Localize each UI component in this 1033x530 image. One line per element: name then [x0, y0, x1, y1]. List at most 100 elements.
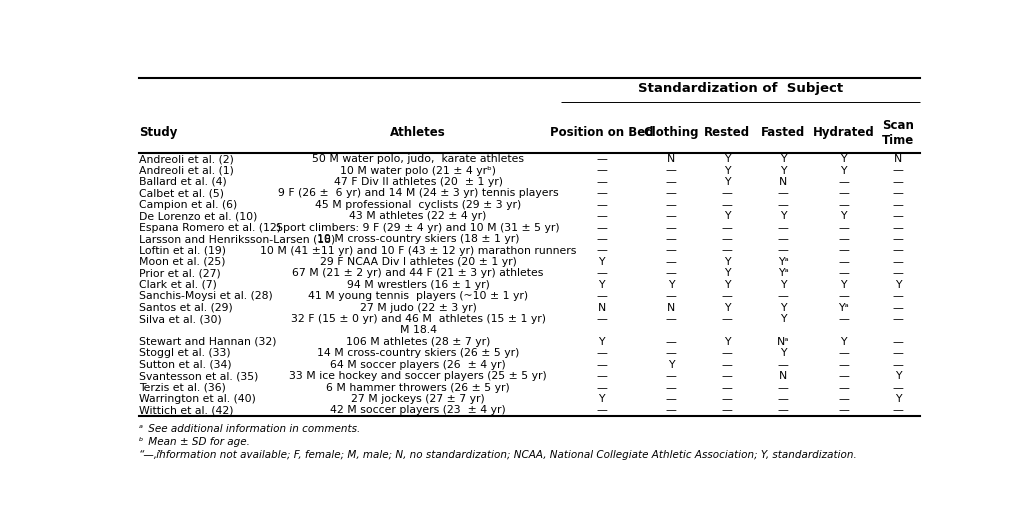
Text: Y: Y — [598, 337, 605, 347]
Text: —: — — [722, 200, 732, 210]
Text: Y: Y — [598, 280, 605, 290]
Text: Y: Y — [724, 177, 730, 187]
Text: —: — — [596, 211, 607, 221]
Text: —: — — [838, 291, 849, 301]
Text: —: — — [838, 177, 849, 187]
Text: Y: Y — [840, 165, 847, 175]
Text: N: N — [779, 177, 787, 187]
Text: —: — — [893, 314, 903, 324]
Text: De Lorenzo et al. (10): De Lorenzo et al. (10) — [138, 211, 257, 221]
Text: Y: Y — [780, 280, 786, 290]
Text: 67 M (21 ± 2 yr) and 44 F (21 ± 3 yr) athletes: 67 M (21 ± 2 yr) and 44 F (21 ± 3 yr) at… — [292, 268, 543, 278]
Text: Andreoli et al. (2): Andreoli et al. (2) — [138, 154, 233, 164]
Text: Y: Y — [780, 303, 786, 313]
Text: Nᵃ: Nᵃ — [777, 337, 789, 347]
Text: Rested: Rested — [705, 127, 750, 139]
Text: 10 M water polo (21 ± 4 yrᵇ): 10 M water polo (21 ± 4 yrᵇ) — [340, 165, 496, 175]
Text: —: — — [838, 188, 849, 198]
Text: —: — — [893, 303, 903, 313]
Text: Y: Y — [895, 280, 901, 290]
Text: Y: Y — [780, 348, 786, 358]
Text: 6 M hammer throwers (26 ± 5 yr): 6 M hammer throwers (26 ± 5 yr) — [326, 383, 510, 393]
Text: —: — — [838, 405, 849, 416]
Text: Y: Y — [667, 280, 675, 290]
Text: 29 F NCAA Div I athletes (20 ± 1 yr): 29 F NCAA Div I athletes (20 ± 1 yr) — [319, 257, 516, 267]
Text: —: — — [665, 383, 677, 393]
Text: —: — — [838, 257, 849, 267]
Text: —: — — [722, 234, 732, 244]
Text: —: — — [778, 405, 789, 416]
Text: —: — — [596, 268, 607, 278]
Text: Y: Y — [724, 211, 730, 221]
Text: Yᵃ: Yᵃ — [778, 268, 789, 278]
Text: Moon et al. (25): Moon et al. (25) — [138, 257, 225, 267]
Text: —: — — [596, 234, 607, 244]
Text: 33 M ice hockey and soccer players (25 ± 5 yr): 33 M ice hockey and soccer players (25 ±… — [289, 371, 546, 381]
Text: Y: Y — [724, 257, 730, 267]
Text: Y: Y — [840, 280, 847, 290]
Text: —: — — [893, 211, 903, 221]
Text: N: N — [666, 303, 675, 313]
Text: 9 F (26 ±  6 yr) and 14 M (24 ± 3 yr) tennis players: 9 F (26 ± 6 yr) and 14 M (24 ± 3 yr) ten… — [278, 188, 559, 198]
Text: Yᵃ: Yᵃ — [778, 257, 789, 267]
Text: 43 M athletes (22 ± 4 yr): 43 M athletes (22 ± 4 yr) — [349, 211, 487, 221]
Text: —: — — [838, 314, 849, 324]
Text: —: — — [778, 234, 789, 244]
Text: —: — — [665, 405, 677, 416]
Text: —: — — [893, 291, 903, 301]
Text: —: — — [722, 314, 732, 324]
Text: Y: Y — [598, 257, 605, 267]
Text: Sport climbers: 9 F (29 ± 4 yr) and 10 M (31 ± 5 yr): Sport climbers: 9 F (29 ± 4 yr) and 10 M… — [276, 223, 560, 233]
Text: 27 M jockeys (27 ± 7 yr): 27 M jockeys (27 ± 7 yr) — [351, 394, 484, 404]
Text: N: N — [779, 371, 787, 381]
Text: Y: Y — [780, 211, 786, 221]
Text: —: — — [596, 314, 607, 324]
Text: Sanchis-Moysi et al. (28): Sanchis-Moysi et al. (28) — [138, 291, 273, 301]
Text: —: — — [665, 165, 677, 175]
Text: Y: Y — [840, 337, 847, 347]
Text: Sutton et al. (34): Sutton et al. (34) — [138, 360, 231, 370]
Text: 27 M judo (22 ± 3 yr): 27 M judo (22 ± 3 yr) — [359, 303, 476, 313]
Text: —: — — [665, 337, 677, 347]
Text: 42 M soccer players (23  ± 4 yr): 42 M soccer players (23 ± 4 yr) — [331, 405, 506, 416]
Text: —: — — [893, 348, 903, 358]
Text: —: — — [596, 405, 607, 416]
Text: Y: Y — [724, 165, 730, 175]
Text: Calbet et al. (5): Calbet et al. (5) — [138, 188, 224, 198]
Text: Y: Y — [895, 371, 901, 381]
Text: Stoggl et al. (33): Stoggl et al. (33) — [138, 348, 230, 358]
Text: —: — — [722, 348, 732, 358]
Text: 32 F (15 ± 0 yr) and 46 M  athletes (15 ± 1 yr): 32 F (15 ± 0 yr) and 46 M athletes (15 ±… — [290, 314, 545, 324]
Text: Fasted: Fasted — [761, 127, 806, 139]
Text: —: — — [722, 371, 732, 381]
Text: —: — — [893, 383, 903, 393]
Text: —: — — [722, 383, 732, 393]
Text: —: — — [778, 394, 789, 404]
Text: —: — — [665, 291, 677, 301]
Text: —: — — [596, 188, 607, 198]
Text: Stewart and Hannan (32): Stewart and Hannan (32) — [138, 337, 276, 347]
Text: Campion et al. (6): Campion et al. (6) — [138, 200, 237, 210]
Text: —: — — [665, 188, 677, 198]
Text: —: — — [838, 200, 849, 210]
Text: Position on Bed: Position on Bed — [550, 127, 654, 139]
Text: —: — — [778, 291, 789, 301]
Text: —: — — [893, 257, 903, 267]
Text: 64 M soccer players (26  ± 4 yr): 64 M soccer players (26 ± 4 yr) — [331, 360, 506, 370]
Text: —: — — [596, 383, 607, 393]
Text: —: — — [838, 371, 849, 381]
Text: —: — — [778, 200, 789, 210]
Text: —: — — [778, 188, 789, 198]
Text: Silva et al. (30): Silva et al. (30) — [138, 314, 221, 324]
Text: Y: Y — [840, 154, 847, 164]
Text: Y: Y — [780, 154, 786, 164]
Text: —: — — [893, 268, 903, 278]
Text: Terzis et al. (36): Terzis et al. (36) — [138, 383, 225, 393]
Text: Y: Y — [598, 394, 605, 404]
Text: ᵇ: ᵇ — [138, 437, 144, 447]
Text: —: — — [665, 314, 677, 324]
Text: —: — — [665, 371, 677, 381]
Text: —: — — [596, 348, 607, 358]
Text: Standardization of  Subject: Standardization of Subject — [637, 82, 843, 95]
Text: 14 M cross-country skiers (26 ± 5 yr): 14 M cross-country skiers (26 ± 5 yr) — [317, 348, 520, 358]
